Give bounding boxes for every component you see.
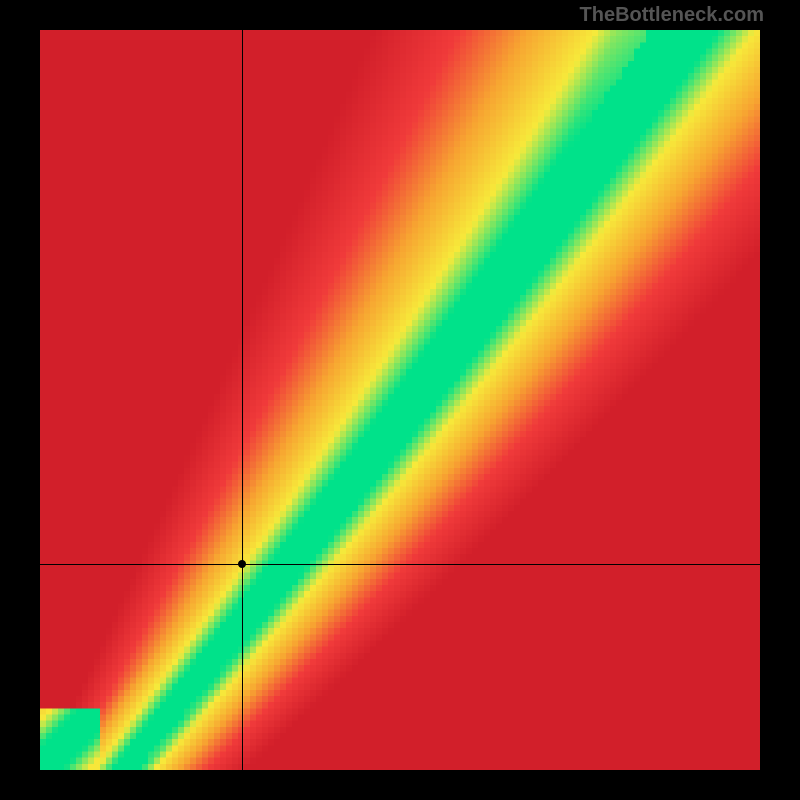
- bottleneck-heatmap: [40, 30, 760, 770]
- crosshair-vertical: [242, 30, 243, 770]
- watermark-text: TheBottleneck.com: [580, 4, 764, 27]
- crosshair-point: [238, 560, 246, 568]
- crosshair-horizontal: [40, 564, 760, 565]
